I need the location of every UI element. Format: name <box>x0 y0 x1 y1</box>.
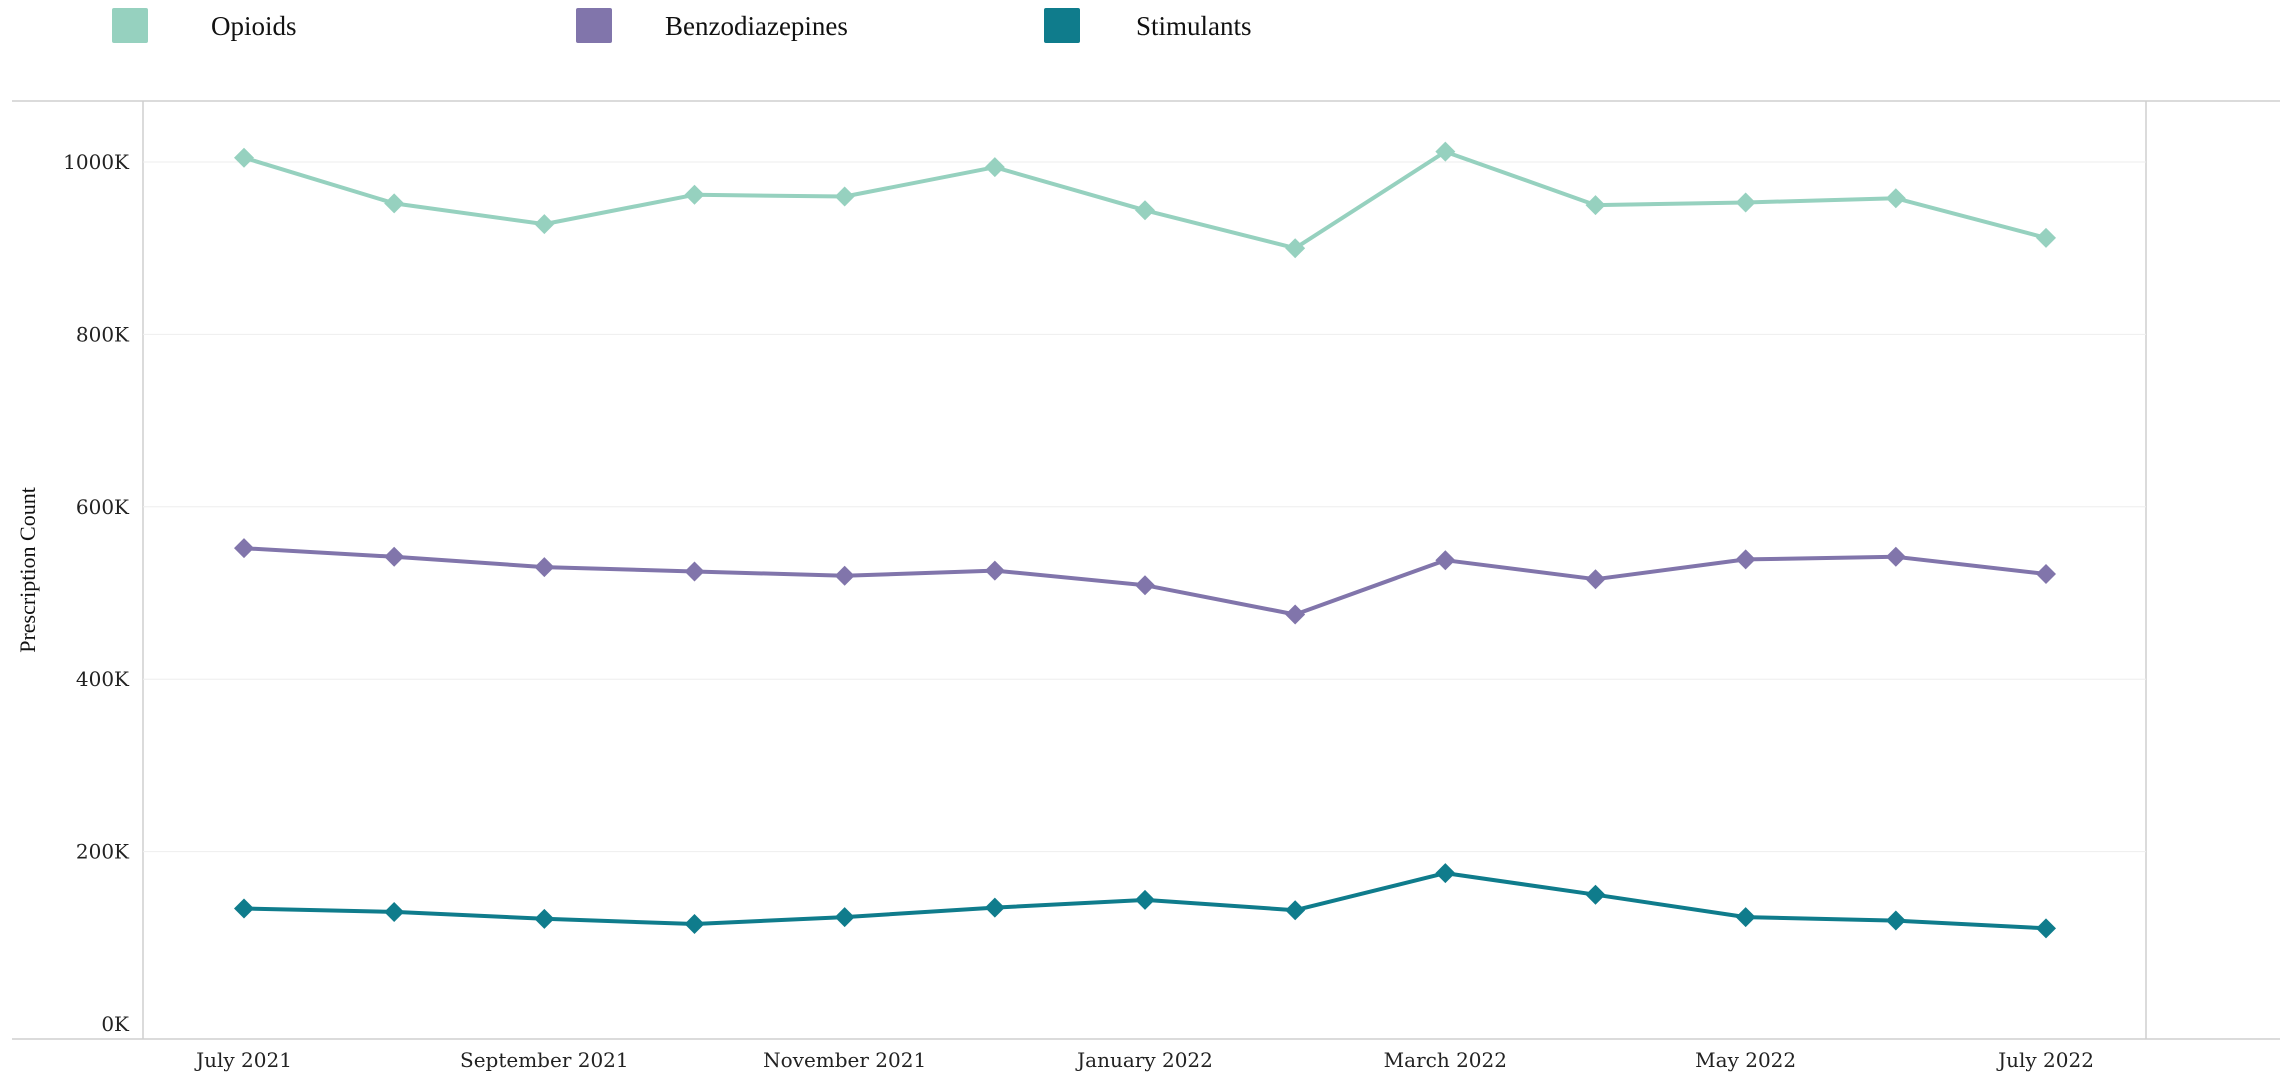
legend-label-stimulants: Stimulants <box>1136 11 1252 41</box>
data-point-stimulants-march-2022[interactable] <box>1435 863 1456 884</box>
gridlines <box>143 161 2146 853</box>
data-point-benzodiazepines-august-2021[interactable] <box>384 546 405 567</box>
data-point-stimulants-june-2022[interactable] <box>1885 910 1906 931</box>
data-point-benzodiazepines-march-2022[interactable] <box>1435 550 1456 571</box>
data-point-opioids-january-2022[interactable] <box>1135 200 1155 221</box>
x-tick-label-july-2021: July 2021 <box>194 1048 292 1072</box>
data-point-opioids-march-2022[interactable] <box>1435 141 1456 162</box>
x-tick-label-may-2022: May 2022 <box>1695 1048 1796 1072</box>
y-tick-label-200k: 200K <box>76 840 130 864</box>
data-point-stimulants-july-2022[interactable] <box>2036 918 2056 939</box>
data-point-stimulants-february-2022[interactable] <box>1285 900 1306 921</box>
x-tick-label-july-2022: July 2022 <box>1996 1048 2094 1072</box>
data-point-benzodiazepines-may-2022[interactable] <box>1735 549 1756 570</box>
data-point-benzodiazepines-january-2022[interactable] <box>1135 575 1155 596</box>
data-point-benzodiazepines-october-2021[interactable] <box>684 561 705 582</box>
x-tick-label-march-2022: March 2022 <box>1384 1048 1507 1072</box>
legend-label-benzodiazepines: Benzodiazepines <box>665 11 848 41</box>
data-point-benzodiazepines-november-2021[interactable] <box>834 565 855 586</box>
data-point-opioids-august-2021[interactable] <box>384 193 405 214</box>
data-point-stimulants-april-2022[interactable] <box>1585 884 1606 905</box>
series-opioids <box>234 141 2056 259</box>
data-point-opioids-july-2022[interactable] <box>2036 227 2056 248</box>
series-stimulants <box>234 863 2056 939</box>
series-layer <box>234 141 2056 939</box>
data-point-benzodiazepines-july-2022[interactable] <box>2036 564 2056 585</box>
legend-label-opioids: Opioids <box>211 11 297 41</box>
series-benzodiazepines <box>234 538 2056 625</box>
y-axis-title: Prescription Count <box>15 487 40 653</box>
y-axis-ticks: 0K 200K 400K 600K 800K 1000K <box>63 150 130 1036</box>
y-tick-label-800k: 800K <box>76 322 130 346</box>
x-tick-label-january-2022: January 2022 <box>1075 1048 1213 1072</box>
data-point-opioids-december-2021[interactable] <box>984 157 1005 178</box>
data-point-opioids-july-2021[interactable] <box>234 147 254 168</box>
data-point-opioids-november-2021[interactable] <box>834 186 855 207</box>
data-point-benzodiazepines-february-2022[interactable] <box>1285 604 1306 625</box>
data-point-opioids-may-2022[interactable] <box>1735 192 1756 213</box>
y-tick-label-0k: 0K <box>101 1012 130 1036</box>
data-point-opioids-february-2022[interactable] <box>1285 238 1306 259</box>
legend-swatch-opioids <box>112 8 148 43</box>
series-line-opioids <box>242 149 2048 251</box>
legend: Opioids Benzodiazepines Stimulants <box>0 0 2292 60</box>
data-point-opioids-october-2021[interactable] <box>684 184 705 205</box>
data-point-benzodiazepines-april-2022[interactable] <box>1585 569 1606 590</box>
data-point-benzodiazepines-july-2021[interactable] <box>234 538 254 559</box>
data-point-benzodiazepines-september-2021[interactable] <box>534 557 555 578</box>
data-point-stimulants-october-2021[interactable] <box>684 914 705 935</box>
legend-swatch-benzodiazepines <box>576 8 612 43</box>
data-point-opioids-september-2021[interactable] <box>534 214 555 235</box>
data-point-stimulants-september-2021[interactable] <box>534 908 555 929</box>
y-tick-label-1000k: 1000K <box>63 150 130 174</box>
legend-swatch-stimulants <box>1044 8 1080 43</box>
data-point-stimulants-december-2021[interactable] <box>984 897 1005 918</box>
data-point-stimulants-november-2021[interactable] <box>834 907 855 928</box>
x-axis-ticks: July 2021 September 2021 November 2021 Janu… <box>194 1048 2094 1072</box>
data-point-stimulants-august-2021[interactable] <box>384 901 405 922</box>
data-point-benzodiazepines-december-2021[interactable] <box>984 560 1005 581</box>
y-tick-label-400k: 400K <box>76 667 130 691</box>
data-point-opioids-june-2022[interactable] <box>1885 188 1906 209</box>
data-point-stimulants-january-2022[interactable] <box>1135 889 1155 910</box>
x-tick-label-november-2021: November 2021 <box>763 1048 926 1072</box>
data-point-opioids-april-2022[interactable] <box>1585 195 1606 216</box>
x-tick-label-september-2021: September 2021 <box>460 1048 629 1072</box>
data-point-benzodiazepines-june-2022[interactable] <box>1885 546 1906 567</box>
y-tick-label-600k: 600K <box>76 495 130 519</box>
data-point-stimulants-july-2021[interactable] <box>234 898 254 919</box>
data-point-stimulants-may-2022[interactable] <box>1735 907 1756 928</box>
